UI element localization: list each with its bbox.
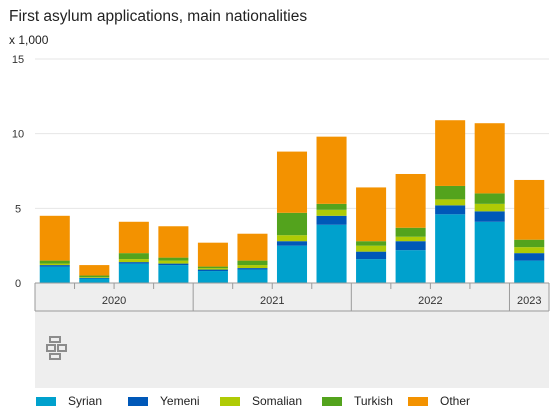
bar-segment-turkish [197, 266, 228, 269]
legend-label: Somalian [252, 394, 303, 408]
bar-segment-other [79, 265, 110, 276]
bar-segment-somalian [237, 265, 268, 269]
chart-title: First asylum applications, main national… [9, 8, 308, 25]
bar-segment-yemeni [395, 241, 426, 251]
bar-segment-somalian [356, 245, 387, 252]
bar-segment-yemeni [158, 263, 189, 266]
x-axis-band [35, 283, 549, 388]
legend-swatch [408, 396, 428, 406]
bar-segment-yemeni [118, 262, 149, 264]
legend-item-syrian: Syrian [36, 394, 102, 408]
legend-label: Syrian [68, 394, 103, 408]
bar-segment-somalian [474, 203, 505, 212]
bar-segment-somalian [395, 236, 426, 242]
bar-segment-syrian [158, 265, 189, 283]
bar-segment-turkish [276, 212, 308, 236]
legend-label: Yemeni [160, 394, 200, 408]
bar-segment-other [158, 226, 189, 258]
bar-segment-somalian [435, 199, 466, 206]
bar-segment-other [39, 215, 70, 261]
bar-segment-other [514, 179, 545, 240]
bar-segment-other [276, 151, 308, 213]
bar-segment-turkish [316, 203, 347, 210]
legend-swatch [128, 396, 148, 406]
legend-swatch [322, 396, 342, 406]
bar-segment-yemeni [276, 241, 308, 246]
bar-segment-syrian [316, 224, 347, 283]
bar-segment-turkish [395, 227, 426, 237]
bar-segment-syrian [39, 266, 70, 283]
legend-label: Other [440, 394, 471, 408]
bar-segment-turkish [39, 260, 70, 264]
bar-segment-turkish [514, 239, 545, 248]
bar-segment-somalian [316, 209, 347, 216]
year-label: 2021 [260, 295, 284, 307]
bar-segment-other [237, 233, 268, 261]
bar-segment-syrian [395, 250, 426, 283]
legend-swatch [36, 396, 56, 406]
y-tick-label: 0 [15, 278, 21, 290]
bar-segment-yemeni [237, 268, 268, 270]
bar-segment-syrian [197, 271, 228, 283]
legend-swatch [220, 396, 240, 406]
bar-segment-syrian [276, 245, 308, 283]
bar-segment-somalian [197, 268, 228, 270]
bar-segment-syrian [435, 214, 466, 283]
bar-segment-other [316, 136, 347, 204]
bar-segment-somalian [158, 260, 189, 264]
legend: Syrian Yemeni Somalian Turkish Other [36, 394, 556, 412]
bar-segment-yemeni [514, 253, 545, 261]
bar-segment-other [197, 242, 228, 267]
bar-segment-yemeni [316, 215, 347, 225]
bar-segment-syrian [118, 263, 149, 283]
bar-segment-yemeni [474, 211, 505, 222]
unit-label: x 1,000 [9, 33, 49, 47]
bar-segment-syrian [356, 259, 387, 283]
legend-item-somalian: Somalian [220, 394, 302, 408]
y-tick-label: 5 [15, 203, 21, 215]
bar-segment-somalian [118, 259, 149, 263]
bar-segment-somalian [39, 263, 70, 266]
bar-segment-other [395, 173, 426, 228]
bar-segment-yemeni [435, 205, 466, 215]
bar-segment-somalian [276, 235, 308, 242]
bar-segment-other [474, 123, 505, 194]
bar-segment-syrian [79, 278, 110, 283]
bar-segment-turkish [158, 257, 189, 261]
bar-segment-turkish [474, 193, 505, 204]
y-tick-label: 15 [12, 54, 24, 66]
bar-segment-turkish [118, 253, 149, 260]
legend-label: Turkish [354, 394, 393, 408]
bar-segment-yemeni [197, 269, 228, 272]
logo-icon [46, 336, 67, 360]
bar-segment-other [118, 221, 149, 254]
legend-item-turkish: Turkish [322, 394, 393, 408]
year-label: 2020 [102, 295, 126, 307]
year-label: 2022 [418, 295, 442, 307]
bar-segment-yemeni [39, 265, 70, 267]
legend-item-yemeni: Yemeni [128, 394, 200, 408]
bar-segment-other [435, 120, 466, 186]
legend-item-other: Other [408, 394, 470, 408]
bar-segment-syrian [514, 260, 545, 283]
bar-segment-somalian [79, 277, 110, 278]
stacked-bar-chart: 0 5 10 15 2020 2021 2022 2023 [12, 54, 550, 388]
year-label: 2023 [517, 295, 541, 307]
bar-segment-turkish [435, 185, 466, 200]
bar-segment-syrian [237, 269, 268, 283]
bar-segment-turkish [79, 275, 110, 278]
bar-segment-turkish [237, 260, 268, 266]
bar-segment-turkish [356, 241, 387, 246]
bar-segment-somalian [514, 247, 545, 254]
bar-segment-yemeni [356, 251, 387, 260]
bar-segment-other [356, 187, 387, 242]
y-tick-label: 10 [12, 129, 24, 141]
bar-segment-yemeni [79, 277, 110, 279]
bar-segment-syrian [474, 221, 505, 283]
